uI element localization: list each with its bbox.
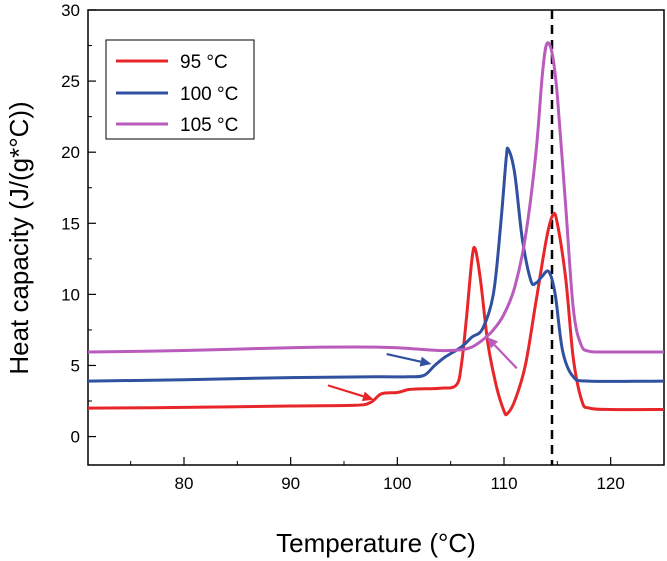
x-tick-label: 90	[281, 474, 300, 493]
plot-frame	[87, 9, 665, 466]
annotation-arrow-2	[493, 344, 518, 370]
x-axis-title: Temperature (°C)	[276, 528, 476, 558]
annotation-arrow-1	[386, 353, 421, 363]
y-tick-label: 25	[61, 72, 80, 91]
y-tick-label: 5	[71, 356, 80, 375]
legend-label-105: 105 °C	[180, 115, 238, 136]
annotation-arrowhead-2	[486, 337, 499, 349]
legend-label-95: 95 °C	[180, 52, 228, 73]
y-tick-label: 0	[71, 428, 80, 447]
y-tick-label: 30	[61, 1, 80, 20]
x-tick-label: 110	[490, 474, 517, 493]
legend-label-100: 100 °C	[180, 84, 238, 105]
legend: 95 °C 100 °C 105 °C	[105, 39, 255, 140]
y-tick-label: 10	[61, 285, 80, 304]
ticks	[88, 9, 665, 465]
annotation-arrow-0	[327, 384, 364, 398]
y-tick-label: 20	[61, 143, 80, 162]
annotation-arrows	[327, 337, 518, 402]
y-tick-label: 15	[61, 214, 80, 233]
tick-labels: 80 90 100 110 120 0 5 10 15 20 25 30	[61, 1, 625, 493]
x-tick-label: 100	[383, 474, 411, 493]
series-line-2	[87, 41, 665, 354]
annotation-arrowhead-1	[419, 356, 432, 367]
series-line-1	[87, 146, 665, 383]
series-line-0	[87, 212, 665, 417]
annotation-arrowhead-0	[361, 391, 374, 402]
x-tick-label: 80	[175, 474, 194, 493]
x-tick-label: 120	[596, 474, 624, 493]
y-axis-title: Heat capacity (J/(g*°C))	[4, 101, 34, 374]
series-lines	[87, 41, 665, 417]
